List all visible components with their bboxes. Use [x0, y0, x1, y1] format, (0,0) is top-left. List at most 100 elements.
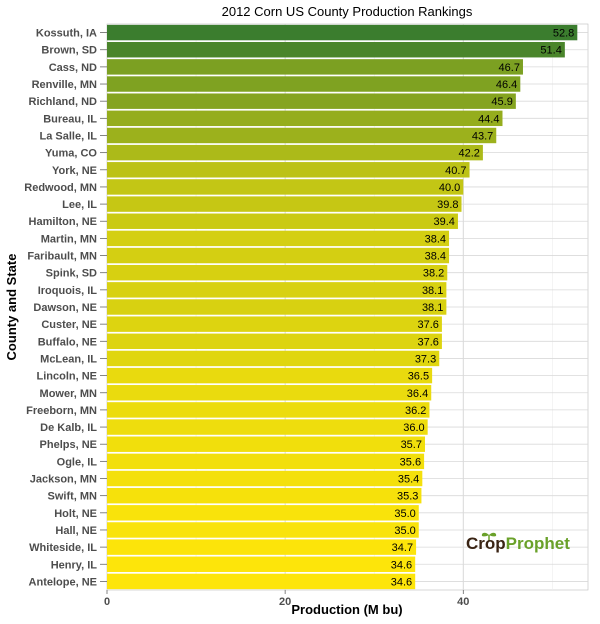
- category-label: Cass, ND: [49, 62, 97, 74]
- category-label: Custer, NE: [41, 319, 97, 331]
- bar-value-label: 36.5: [408, 371, 429, 383]
- bar-layer: [107, 24, 578, 590]
- bar-value-label: 40.0: [439, 182, 460, 194]
- bar-value-label: 40.7: [445, 165, 466, 177]
- bar: [107, 162, 470, 178]
- category-label: Antelope, NE: [29, 576, 97, 588]
- bar: [107, 179, 464, 195]
- bar: [107, 436, 425, 452]
- category-label: Hamilton, NE: [29, 216, 97, 228]
- x-axis-title: Production (M bu): [291, 602, 402, 617]
- bar: [107, 299, 447, 315]
- chart-title: 2012 Corn US County Production Rankings: [222, 4, 473, 19]
- category-label: Iroquois, IL: [38, 285, 98, 297]
- bar: [107, 110, 503, 127]
- bar: [107, 93, 516, 109]
- bar-value-label: 35.4: [398, 474, 419, 486]
- category-label: Faribault, MN: [27, 251, 97, 263]
- x-tick-layer: 0 20 40: [104, 590, 469, 608]
- bar-value-label: 38.4: [425, 233, 446, 245]
- bar-value-label: 45.9: [491, 96, 512, 108]
- x-tick-label: 0: [104, 596, 110, 608]
- category-label: Swift, MN: [48, 491, 98, 503]
- bar: [107, 76, 521, 92]
- cropprophet-logo: CropProphet: [466, 532, 570, 553]
- bar: [107, 470, 423, 487]
- bar: [107, 385, 432, 401]
- category-label: Buffalo, NE: [38, 336, 97, 348]
- bar-value-label: 38.1: [422, 285, 443, 297]
- bar-value-label: 34.6: [391, 576, 412, 588]
- category-label: Freeborn, MN: [26, 405, 97, 417]
- bar: [107, 42, 565, 58]
- bar-value-label: 38.4: [425, 251, 446, 263]
- bar: [107, 144, 483, 161]
- category-label: Henry, IL: [51, 559, 98, 571]
- bar: [107, 24, 578, 41]
- bar: [107, 350, 440, 367]
- bar-value-label: 39.8: [437, 199, 458, 211]
- category-label: McLean, IL: [40, 353, 97, 365]
- bar: [107, 419, 428, 435]
- category-label: Lee, IL: [62, 199, 97, 211]
- bar-value-label: 35.0: [394, 508, 415, 520]
- category-label: Mower, MN: [40, 388, 98, 400]
- bar: [107, 59, 523, 75]
- bar: [107, 333, 442, 350]
- bar: [107, 127, 497, 144]
- bar: [107, 264, 448, 281]
- bar-value-label: 51.4: [540, 45, 561, 57]
- bar-value-label: 35.3: [397, 491, 418, 503]
- bar-value-label: 38.1: [422, 302, 443, 314]
- category-label: Spink, SD: [46, 268, 97, 280]
- bar-value-label: 46.7: [499, 62, 520, 74]
- bar-value-label: 35.6: [400, 456, 421, 468]
- category-label: Lincoln, NE: [37, 371, 98, 383]
- bar-value-label: 35.7: [401, 439, 422, 451]
- bar: [107, 282, 447, 298]
- category-label: Jackson, MN: [30, 474, 97, 486]
- category-label: Whiteside, IL: [29, 542, 97, 554]
- bar-value-label: 37.6: [417, 336, 438, 348]
- bar: [107, 402, 430, 418]
- category-label: De Kalb, IL: [40, 422, 97, 434]
- bar: [107, 316, 442, 332]
- bar-value-label: 39.4: [434, 216, 455, 228]
- category-label: York, NE: [52, 165, 97, 177]
- bar-value-label: 37.3: [415, 353, 436, 365]
- bar-value-label: 37.6: [417, 319, 438, 331]
- bar-value-label: 34.6: [391, 559, 412, 571]
- bar-value-label: 46.4: [496, 79, 517, 91]
- x-tick-label: 40: [457, 596, 469, 608]
- bar: [107, 213, 458, 229]
- category-label: Holt, NE: [54, 508, 97, 520]
- category-label: Renville, MN: [32, 79, 97, 91]
- bar-value-label: 44.4: [478, 113, 499, 125]
- logo-text-prophet: Prophet: [506, 534, 571, 553]
- category-label-layer: Kossuth, IA Brown, SD Cass, ND Renville, MN…: [24, 28, 107, 588]
- value-label-layer: 52.8 51.4 46.7 46.4 45.9 44.4 43.7 42.2 40.7 40.0…: [391, 28, 575, 589]
- bar: [107, 505, 419, 521]
- category-label: La Salle, IL: [40, 130, 98, 142]
- bar: [107, 539, 417, 555]
- bar-value-label: 35.0: [394, 525, 415, 537]
- category-label: Phelps, NE: [40, 439, 97, 451]
- bar-value-label: 36.0: [403, 422, 424, 434]
- bar-value-label: 36.4: [407, 388, 428, 400]
- svg-text:CropProphet: CropProphet: [466, 534, 570, 553]
- category-label: Ogle, IL: [57, 456, 98, 468]
- bar-value-label: 42.2: [458, 148, 479, 160]
- bar: [107, 367, 433, 384]
- bar-value-label: 38.2: [423, 268, 444, 280]
- bar-value-label: 34.7: [392, 542, 413, 554]
- x-tick-label: 20: [279, 596, 291, 608]
- bar: [107, 573, 416, 590]
- category-label: Redwood, MN: [24, 182, 97, 194]
- bar: [107, 247, 450, 264]
- category-label: Richland, ND: [29, 96, 98, 108]
- bar: [107, 487, 422, 504]
- bar-value-label: 36.2: [405, 405, 426, 417]
- bar: [107, 196, 462, 212]
- category-label: Martin, MN: [41, 233, 97, 245]
